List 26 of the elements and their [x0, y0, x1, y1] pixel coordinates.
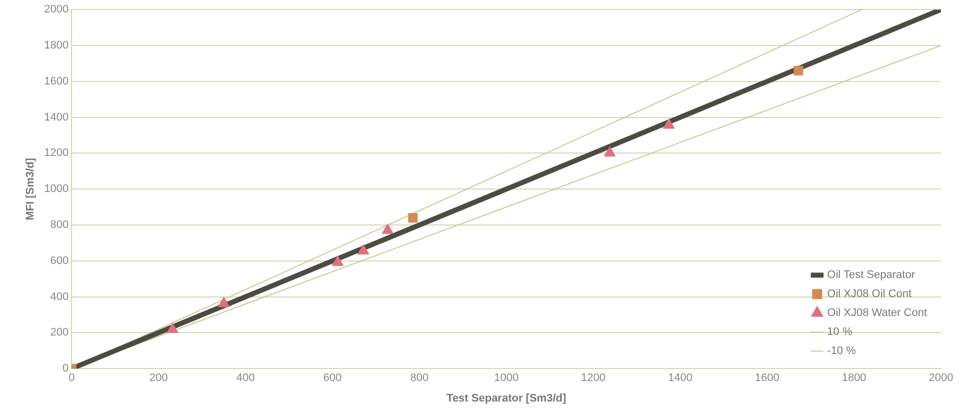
y-tick-label: 1200	[44, 147, 69, 160]
x-tick-label: 400	[236, 372, 255, 384]
legend-label: -10 %	[827, 345, 856, 358]
y-tick-label: 1600	[44, 75, 69, 88]
y-tick-label: 2000	[44, 4, 69, 16]
y-tick-label: 800	[50, 219, 69, 232]
y-tick-label: 400	[50, 290, 69, 303]
x-tick-label: 1600	[754, 372, 780, 384]
x-tick-label: 1200	[581, 372, 606, 384]
y-tick-label: 1000	[44, 183, 69, 196]
y-tick-label: 0	[62, 362, 69, 375]
y-tick-label: 1800	[44, 40, 69, 52]
legend-label: Oil Test Separator	[827, 269, 916, 282]
x-tick-label: 2000	[928, 372, 954, 384]
x-axis-title: Test Separator [Sm3/d]	[446, 392, 566, 404]
x-tick-label: 600	[323, 372, 342, 384]
x-tick-label: 200	[149, 372, 168, 384]
x-tick-label: 1800	[842, 372, 866, 384]
y-axis-title: MFI [Sm3/d]	[24, 158, 37, 220]
x-tick-label: 1000	[494, 372, 519, 384]
x-tick-label: 800	[410, 372, 429, 384]
y-tick-label: 1400	[44, 111, 69, 124]
y-tick-label: 600	[50, 254, 69, 267]
legend-label: Oil XJ08 Water Cont	[827, 307, 928, 320]
x-tick-label: 1400	[668, 372, 692, 384]
y-tick-label: 200	[50, 326, 69, 339]
